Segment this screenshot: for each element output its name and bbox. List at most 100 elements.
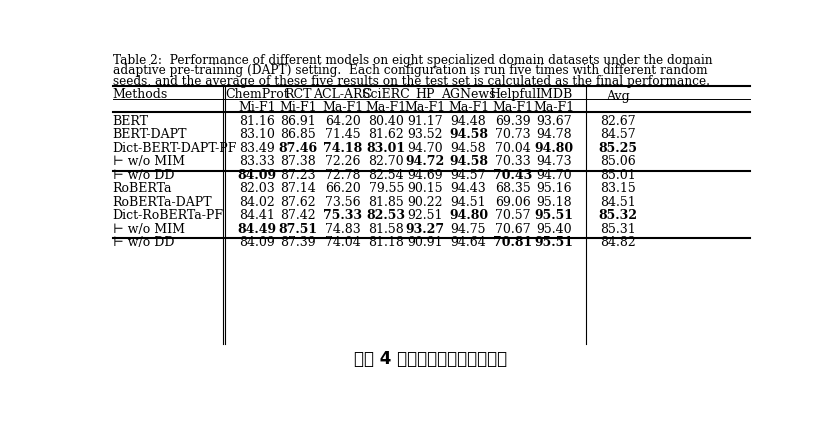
- Text: Dict-RoBERTa-PF: Dict-RoBERTa-PF: [113, 209, 223, 222]
- Text: Ma-F1: Ma-F1: [365, 101, 407, 114]
- Text: 70.43: 70.43: [493, 169, 533, 181]
- Text: 95.51: 95.51: [534, 236, 573, 249]
- Text: 74.18: 74.18: [323, 141, 363, 154]
- Text: Mi-F1: Mi-F1: [238, 101, 276, 114]
- Text: 69.39: 69.39: [495, 114, 531, 128]
- Text: Helpful: Helpful: [489, 88, 536, 101]
- Text: 81.58: 81.58: [369, 222, 404, 235]
- Text: 94.43: 94.43: [450, 182, 486, 195]
- Text: 69.06: 69.06: [495, 195, 531, 208]
- Text: 81.62: 81.62: [369, 128, 404, 141]
- Text: ⊢ w/o MIM: ⊢ w/o MIM: [113, 155, 185, 168]
- Text: 82.03: 82.03: [239, 182, 275, 195]
- Text: 86.85: 86.85: [280, 128, 316, 141]
- Text: 94.58: 94.58: [449, 128, 488, 141]
- Text: 82.54: 82.54: [369, 169, 404, 181]
- Text: RoBERTa: RoBERTa: [113, 182, 172, 195]
- Text: 87.51: 87.51: [278, 222, 318, 235]
- Text: 91.17: 91.17: [407, 114, 443, 128]
- Text: 83.01: 83.01: [367, 141, 406, 154]
- Text: 82.53: 82.53: [367, 209, 406, 222]
- Text: 84.09: 84.09: [239, 236, 275, 249]
- Text: 87.62: 87.62: [281, 195, 316, 208]
- Text: 81.85: 81.85: [369, 195, 404, 208]
- Text: 84.09: 84.09: [238, 169, 276, 181]
- Text: 93.67: 93.67: [536, 114, 571, 128]
- Text: ⊢ w/o DD: ⊢ w/o DD: [113, 169, 174, 181]
- Text: 82.70: 82.70: [369, 155, 404, 168]
- Text: 95.18: 95.18: [536, 195, 571, 208]
- Text: 71.45: 71.45: [325, 128, 360, 141]
- Text: Mi-F1: Mi-F1: [279, 101, 317, 114]
- Text: 66.20: 66.20: [325, 182, 361, 195]
- Text: 82.67: 82.67: [601, 114, 636, 128]
- Text: 87.46: 87.46: [278, 141, 318, 154]
- Text: Methods: Methods: [113, 88, 168, 101]
- Text: 95.51: 95.51: [534, 209, 573, 222]
- Text: 94.80: 94.80: [534, 141, 573, 154]
- Text: Ma-F1: Ma-F1: [492, 101, 533, 114]
- Text: seeds, and the average of these five results on the test set is calculated as th: seeds, and the average of these five res…: [113, 75, 710, 88]
- Text: 94.48: 94.48: [450, 114, 486, 128]
- Text: Ma-F1: Ma-F1: [405, 101, 446, 114]
- Text: 94.70: 94.70: [407, 141, 443, 154]
- Text: 75.33: 75.33: [323, 209, 362, 222]
- Text: 84.41: 84.41: [239, 209, 275, 222]
- Text: 70.67: 70.67: [495, 222, 531, 235]
- Text: 64.20: 64.20: [325, 114, 361, 128]
- Text: 83.49: 83.49: [239, 141, 275, 154]
- Text: 图表 4 特殊领域数据集实验结果: 图表 4 特殊领域数据集实验结果: [354, 350, 507, 367]
- Text: 90.15: 90.15: [407, 182, 443, 195]
- Text: 72.78: 72.78: [325, 169, 360, 181]
- Text: 68.35: 68.35: [495, 182, 531, 195]
- Text: Ma-F1: Ma-F1: [533, 101, 575, 114]
- Text: IMDB: IMDB: [535, 88, 572, 101]
- Text: 94.73: 94.73: [536, 155, 571, 168]
- Text: Table 2:  Performance of different models on eight specialized domain datasets u: Table 2: Performance of different models…: [113, 54, 712, 67]
- Text: 84.51: 84.51: [600, 195, 636, 208]
- Text: 94.69: 94.69: [407, 169, 443, 181]
- Text: 85.32: 85.32: [599, 209, 638, 222]
- Text: 84.02: 84.02: [239, 195, 275, 208]
- Text: 84.49: 84.49: [238, 222, 276, 235]
- Text: 94.57: 94.57: [451, 169, 486, 181]
- Text: AGNews: AGNews: [441, 88, 496, 101]
- Text: 94.72: 94.72: [406, 155, 444, 168]
- Text: ChemProt: ChemProt: [225, 88, 289, 101]
- Text: 74.83: 74.83: [325, 222, 361, 235]
- Text: 70.04: 70.04: [495, 141, 531, 154]
- Text: 86.91: 86.91: [280, 114, 316, 128]
- Text: 94.64: 94.64: [450, 236, 486, 249]
- Text: 95.16: 95.16: [536, 182, 571, 195]
- Text: 87.42: 87.42: [281, 209, 316, 222]
- Text: 70.81: 70.81: [493, 236, 533, 249]
- Text: 83.15: 83.15: [600, 182, 636, 195]
- Text: 72.26: 72.26: [325, 155, 360, 168]
- Text: 94.51: 94.51: [451, 195, 486, 208]
- Text: 87.38: 87.38: [280, 155, 316, 168]
- Text: 92.51: 92.51: [407, 209, 443, 222]
- Text: Avg: Avg: [606, 90, 630, 103]
- Text: 70.33: 70.33: [495, 155, 531, 168]
- Text: HP: HP: [415, 88, 435, 101]
- Text: 85.25: 85.25: [599, 141, 638, 154]
- Text: 83.10: 83.10: [239, 128, 275, 141]
- Text: BERT: BERT: [113, 114, 149, 128]
- Text: 81.16: 81.16: [239, 114, 275, 128]
- Text: RoBERTa-DAPT: RoBERTa-DAPT: [113, 195, 213, 208]
- Text: Ma-F1: Ma-F1: [448, 101, 489, 114]
- Text: 94.78: 94.78: [536, 128, 571, 141]
- Text: 90.91: 90.91: [407, 236, 443, 249]
- Text: 93.27: 93.27: [406, 222, 444, 235]
- Text: 94.58: 94.58: [451, 141, 486, 154]
- Text: Dict-BERT-DAPT-PF: Dict-BERT-DAPT-PF: [113, 141, 237, 154]
- Text: adaptive pre-training (DAPT) setting.  Each configuration is run five times with: adaptive pre-training (DAPT) setting. Ea…: [113, 64, 707, 77]
- Text: 70.73: 70.73: [495, 128, 531, 141]
- Text: BERT-DAPT: BERT-DAPT: [113, 128, 187, 141]
- Text: 85.01: 85.01: [600, 169, 636, 181]
- Text: 84.82: 84.82: [600, 236, 636, 249]
- Text: Ma-F1: Ma-F1: [323, 101, 364, 114]
- Text: 87.14: 87.14: [280, 182, 316, 195]
- Text: 94.70: 94.70: [536, 169, 571, 181]
- Text: 90.22: 90.22: [407, 195, 443, 208]
